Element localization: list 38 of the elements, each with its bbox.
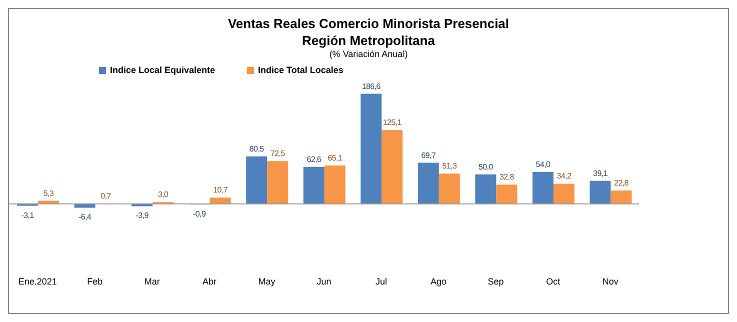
x-tick-label: Ago	[430, 276, 447, 286]
data-label: -6,4	[78, 212, 92, 222]
data-label: 65,1	[328, 154, 343, 163]
data-label: -3,9	[136, 211, 150, 220]
data-label: 186,6	[362, 82, 382, 91]
x-tick-label: Nov	[602, 276, 619, 286]
data-label: 32,8	[500, 172, 515, 182]
data-label: 72,5	[270, 149, 286, 158]
x-tick-label: Mar	[144, 276, 160, 286]
data-label: 62,6	[306, 154, 322, 164]
x-tick-label: Jun	[316, 276, 332, 286]
x-tick-label: Oct	[546, 276, 561, 286]
data-label: 125,1	[382, 118, 402, 128]
data-label: -3,1	[21, 210, 35, 220]
chart-subtitle: Región Metropolitana	[301, 32, 436, 49]
data-label: 80,5	[249, 144, 265, 154]
data-label: 3,0	[158, 190, 170, 200]
data-label: 10,7	[213, 186, 228, 195]
x-tick-label: Ene.2021	[18, 276, 57, 286]
data-label: 22,8	[614, 178, 630, 188]
data-label: 34,2	[556, 172, 572, 181]
legend-label: Indice Total Locales	[257, 65, 344, 75]
data-label: 39,1	[593, 168, 608, 178]
chart-title: Ventas Reales Comercio Minorista Presencial	[226, 15, 510, 32]
data-label: 54,0	[536, 160, 552, 170]
data-label: 50,0	[478, 162, 494, 172]
text: (% Variación Anual)	[328, 49, 409, 59]
x-tick-label: Jul	[376, 276, 388, 286]
data-label: -0,9	[193, 209, 206, 218]
legend-label: Indice Local Equivalente	[109, 65, 216, 75]
x-tick-label: Feb	[87, 276, 103, 286]
data-label: 51,3	[442, 162, 458, 171]
x-tick-label: Abr	[202, 276, 216, 286]
x-tick-label: Sep	[488, 276, 504, 286]
x-tick-label: May	[258, 276, 276, 286]
data-label: 0,7	[100, 192, 112, 201]
data-label: 69,7	[421, 150, 436, 160]
data-label: 5,3	[43, 188, 54, 198]
